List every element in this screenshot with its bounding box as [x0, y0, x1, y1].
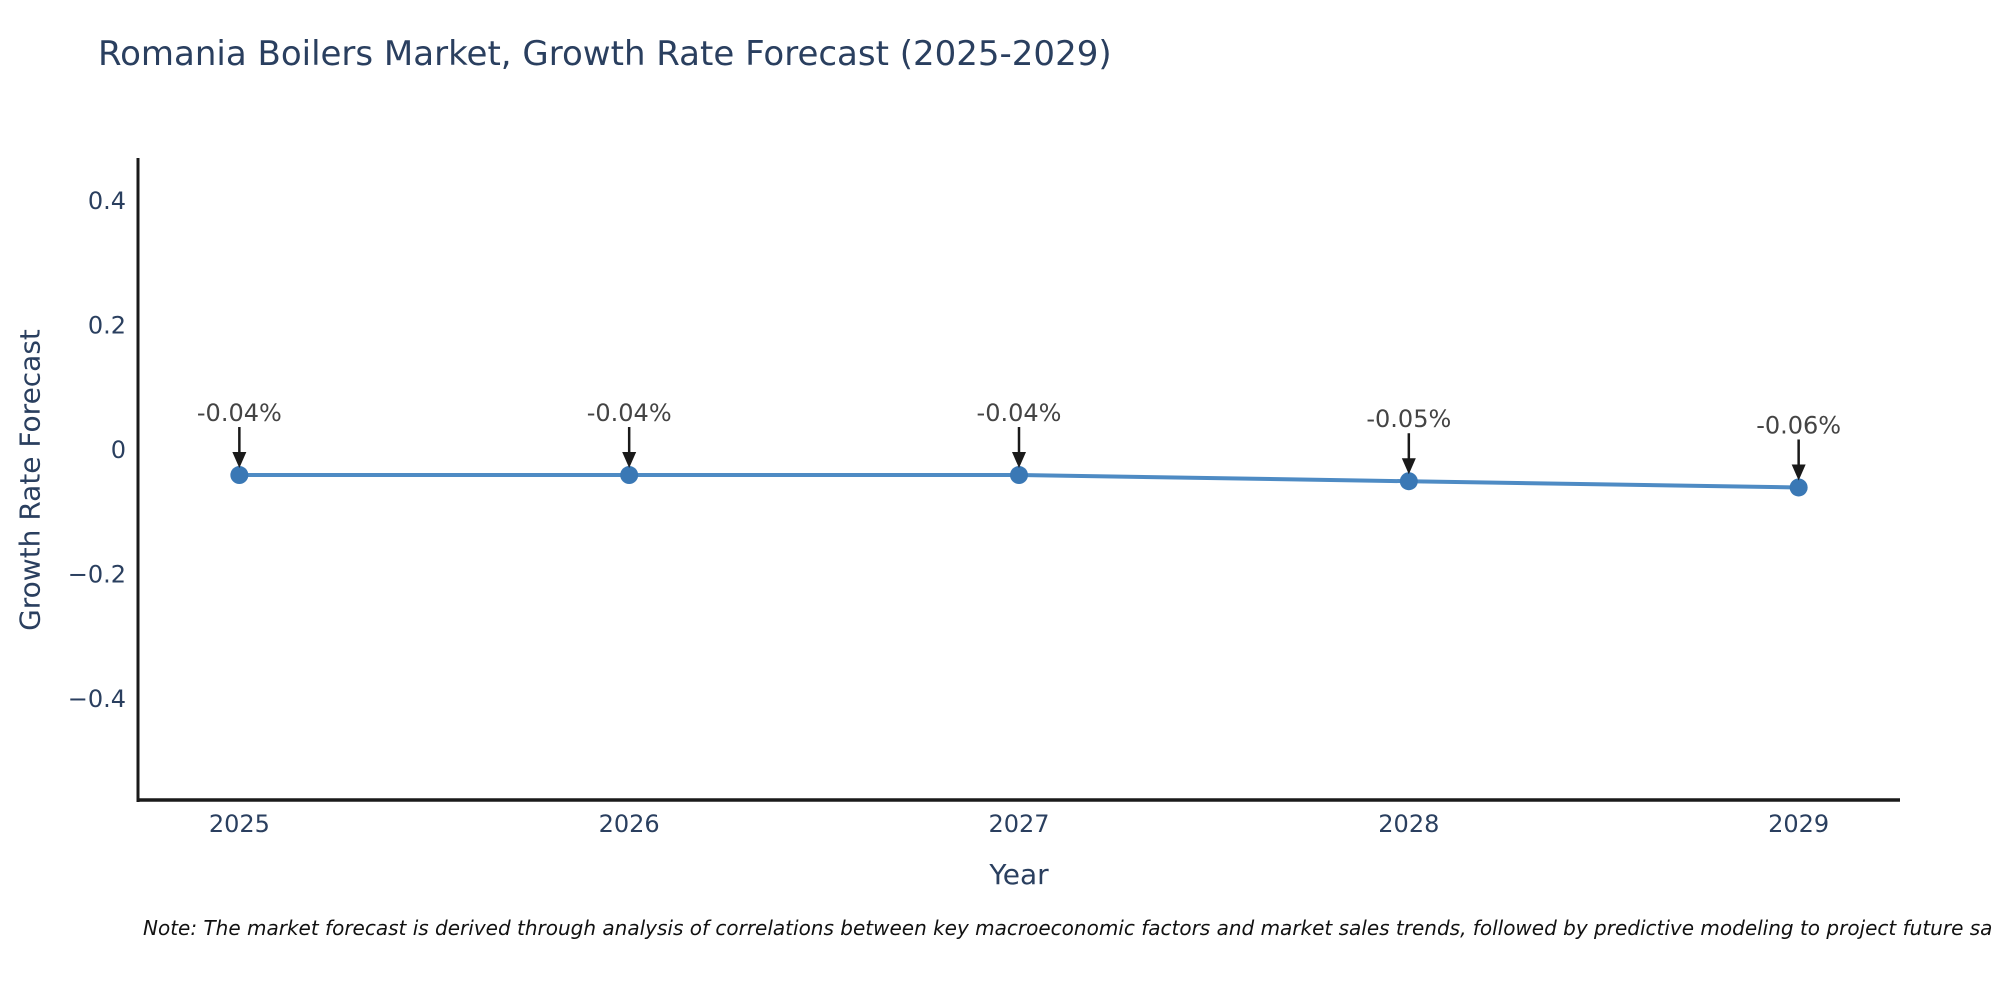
y-tick-label: 0	[111, 436, 126, 464]
data-point-label-2026: -0.04%	[587, 399, 672, 427]
x-tick-label: 2026	[599, 810, 660, 838]
chart-title: Romania Boilers Market, Growth Rate Fore…	[98, 34, 1112, 74]
x-axis-title: Year	[989, 858, 1049, 891]
x-tick-label: 2027	[988, 810, 1049, 838]
x-tick-label: 2029	[1768, 810, 1829, 838]
y-tick-label: 0.4	[88, 187, 126, 215]
data-point-marker-2025	[230, 466, 249, 485]
data-point-label-2028: -0.05%	[1366, 405, 1451, 433]
y-tick-label: −0.2	[68, 561, 126, 589]
x-tick-label: 2025	[209, 810, 270, 838]
annotation-arrow-head	[622, 452, 637, 469]
data-point-marker-2026	[620, 466, 639, 485]
data-point-label-2025: -0.04%	[197, 399, 282, 427]
y-tick-label: −0.4	[68, 685, 126, 713]
data-point-marker-2028	[1399, 472, 1418, 491]
annotation-arrow-head	[1791, 464, 1806, 481]
x-tick-label: 2028	[1378, 810, 1439, 838]
data-point-marker-2029	[1789, 478, 1808, 497]
annotation-arrow-head	[232, 452, 247, 469]
annotation-arrow-head	[1401, 458, 1416, 475]
y-tick-label: 0.2	[88, 312, 126, 340]
data-point-label-2027: -0.04%	[977, 399, 1062, 427]
annotation-arrow-head	[1012, 452, 1026, 469]
data-point-label-2029: -0.06%	[1756, 411, 1841, 439]
footnote: Note: The market forecast is derived thr…	[143, 916, 1993, 940]
data-point-marker-2027	[1010, 466, 1028, 485]
